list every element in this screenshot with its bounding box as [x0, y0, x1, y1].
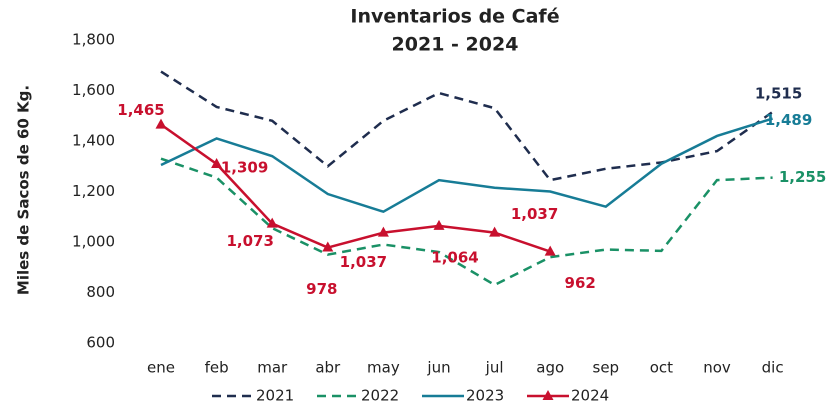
data-label: 1,037 — [340, 253, 387, 271]
legend-label: 2024 — [571, 387, 609, 405]
x-tick-label: jul — [485, 359, 504, 377]
series-line — [160, 117, 773, 214]
x-tick-label: nov — [703, 359, 731, 377]
chart-title: Inventarios de Café — [350, 6, 559, 28]
y-tick-label: 1,600 — [72, 81, 115, 99]
data-label: 1,255 — [779, 168, 826, 186]
series-line — [160, 123, 551, 253]
legend-marker — [542, 390, 554, 400]
data-label: 978 — [306, 280, 337, 298]
data-label: 962 — [565, 274, 596, 292]
data-label: 1,489 — [765, 111, 812, 129]
series-line — [160, 157, 773, 287]
data-label: 1,515 — [755, 84, 802, 102]
y-tick-label: 1,000 — [72, 233, 115, 251]
marker — [211, 157, 223, 168]
marker — [155, 118, 167, 129]
y-tick-label: 600 — [86, 334, 115, 352]
marker — [266, 217, 278, 228]
data-label: 1,309 — [221, 158, 268, 176]
data-label: 1,037 — [511, 205, 558, 223]
marker — [433, 219, 445, 230]
x-tick-label: oct — [650, 359, 673, 377]
x-tick-label: ago — [536, 359, 564, 377]
chart-subtitle: 2021 - 2024 — [392, 34, 519, 56]
marker — [544, 245, 556, 256]
x-tick-label: sep — [593, 359, 620, 377]
x-tick-label: may — [367, 359, 400, 377]
data-label: 1,465 — [117, 101, 164, 119]
x-tick-label: dic — [762, 359, 784, 377]
x-tick-label: ene — [147, 359, 175, 377]
series-line — [160, 70, 774, 182]
y-tick-label: 800 — [86, 283, 115, 301]
y-axis-label: Miles de Sacos de 60 Kg. — [15, 85, 33, 295]
data-label: 1,064 — [431, 248, 478, 266]
x-tick-label: jun — [426, 359, 450, 377]
x-tick-label: mar — [257, 359, 288, 377]
legend-label: 2021 — [256, 387, 294, 405]
y-tick-label: 1,200 — [72, 182, 115, 200]
marker — [377, 226, 389, 237]
legend-label: 2022 — [361, 387, 399, 405]
y-tick-label: 1,400 — [72, 132, 115, 150]
marker — [322, 241, 334, 252]
y-tick-label: 1,800 — [72, 31, 115, 49]
marker — [489, 226, 501, 237]
x-tick-label: feb — [205, 359, 229, 377]
data-label: 1,073 — [226, 232, 273, 250]
x-tick-label: abr — [315, 359, 341, 377]
legend-label: 2023 — [466, 387, 504, 405]
